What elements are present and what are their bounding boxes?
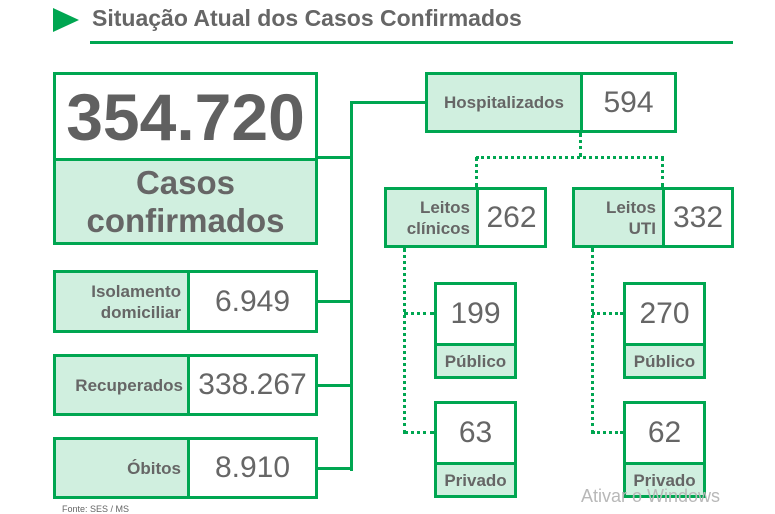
uti-label-text: Leitos UTI (605, 197, 656, 238)
uti-publico-label: Público (623, 343, 706, 379)
recuperados-label-text: Recuperados (75, 375, 183, 395)
dotted-connector (404, 431, 434, 434)
connector (318, 384, 352, 387)
dotted-connector (591, 248, 594, 434)
connector (350, 101, 426, 104)
dotted-connector (592, 312, 623, 315)
clinicos-privado-label: Privado (434, 462, 517, 498)
hospitalizados-label: Hospitalizados (425, 72, 583, 133)
clinicos-label-text: Leitos clínicos (406, 197, 470, 238)
dotted-connector (475, 157, 478, 187)
clinicos-privado-value: 63 (434, 401, 517, 465)
dotted-connector (592, 431, 623, 434)
connector (350, 101, 353, 471)
uti-label: Leitos UTI (572, 187, 665, 248)
dotted-connector (579, 133, 582, 157)
obitos-label: Óbitos (53, 437, 190, 499)
dotted-connector (404, 312, 434, 315)
uti-publico-value: 270 (623, 282, 706, 346)
isolamento-value: 6.949 (187, 270, 318, 333)
obitos-value: 8.910 (187, 437, 318, 499)
connector (318, 467, 352, 470)
connector (318, 300, 352, 303)
total-label-text: Casos confirmados (86, 163, 285, 239)
clinicos-label: Leitos clínicos (384, 187, 479, 248)
connector (318, 156, 352, 159)
recuperados-label: Recuperados (53, 354, 190, 416)
title-underline (90, 41, 733, 44)
source-note: Fonte: SES / MS (62, 504, 130, 514)
hospitalizados-label-text: Hospitalizados (444, 93, 564, 112)
total-number: 354.720 (66, 79, 305, 154)
uti-value: 332 (662, 187, 734, 248)
clinicos-publico-label: Público (434, 343, 517, 379)
clinicos-value: 262 (476, 187, 547, 248)
recuperados-value: 338.267 (187, 354, 318, 416)
total-label: Casos confirmados (53, 158, 318, 245)
uti-privado-label: Privado (623, 462, 706, 498)
isolamento-label-text: Isolamento domiciliar (91, 281, 181, 322)
dotted-connector (403, 248, 406, 434)
title-arrow-icon (53, 8, 79, 32)
hospitalizados-value: 594 (580, 72, 677, 133)
obitos-label-text: Óbitos (127, 458, 181, 478)
windows-watermark: Ativar o Windows (581, 486, 721, 506)
dotted-connector (661, 157, 664, 187)
isolamento-label: Isolamento domiciliar (53, 270, 190, 333)
dotted-connector (476, 156, 664, 159)
clinicos-publico-value: 199 (434, 282, 517, 346)
uti-privado-value: 62 (623, 401, 706, 465)
total-value: 354.720 (53, 72, 318, 161)
page-title: Situação Atual dos Casos Confirmados (92, 5, 522, 31)
